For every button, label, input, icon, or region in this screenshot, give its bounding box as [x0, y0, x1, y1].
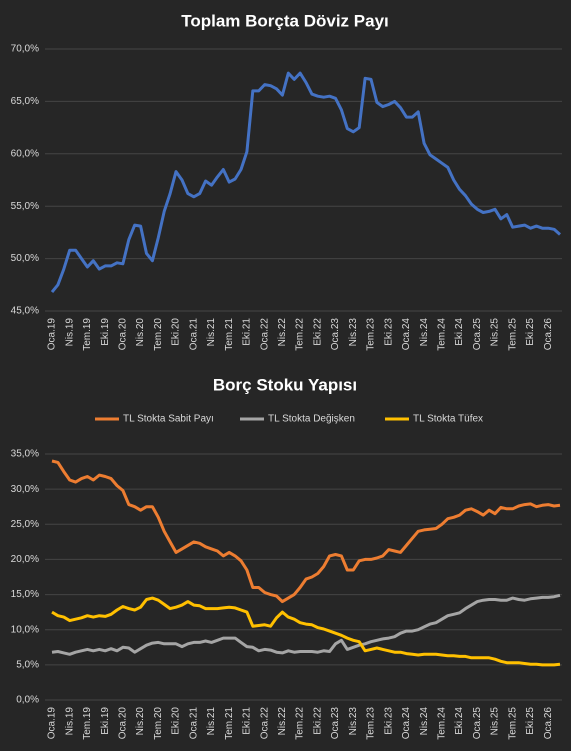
y-tick-label: 20,0%: [11, 554, 39, 565]
x-tick-label: Tem.19: [82, 707, 93, 740]
x-tick-label: Nis.21: [206, 707, 217, 736]
y-tick-label: 50,0%: [11, 253, 39, 264]
x-tick-label: Oca.19: [47, 318, 58, 351]
x-tick-label: Tem.22: [295, 707, 306, 740]
y-tick-label: 70,0%: [11, 44, 39, 55]
y-tick-label: 45,0%: [11, 306, 39, 317]
y-tick-label: 15,0%: [11, 589, 39, 600]
x-tick-label: Nis.24: [419, 318, 430, 347]
x-tick-label: Nis.24: [419, 707, 430, 736]
x-tick-label: Nis.23: [348, 318, 359, 347]
x-tick-label: Oca.20: [118, 707, 129, 740]
x-tick-label: Eki.25: [525, 318, 536, 346]
x-tick-label: Nis.21: [206, 318, 217, 347]
x-tick-label: Nis.25: [490, 318, 501, 347]
y-tick-label: 10,0%: [11, 624, 39, 635]
series-line: [51, 593, 561, 656]
x-tick-label: Tem.21: [224, 318, 235, 351]
chart-title: Borç Stoku Yapısı: [213, 375, 357, 394]
x-tick-label: Eki.20: [171, 318, 182, 346]
x-tick-label: Tem.20: [153, 318, 164, 351]
y-tick-label: 25,0%: [11, 519, 39, 530]
x-tick-label: Oca.24: [401, 318, 412, 351]
x-tick-label: Eki.24: [454, 707, 465, 735]
x-tick-label: Nis.22: [277, 707, 288, 736]
x-tick-label: Nis.20: [135, 318, 146, 347]
x-tick-label: Oca.23: [330, 707, 341, 740]
x-tick-label: Eki.20: [171, 707, 182, 735]
legend-label: TL Stokta Değişken: [268, 414, 355, 425]
x-tick-label: Oca.23: [330, 318, 341, 351]
x-tick-label: Tem.21: [224, 707, 235, 740]
x-tick-label: Eki.23: [383, 707, 394, 735]
x-tick-label: Eki.21: [242, 707, 253, 735]
chart-title: Toplam Borçta Döviz Payı: [181, 11, 389, 30]
x-tick-label: Oca.25: [472, 707, 483, 740]
x-tick-label: Eki.19: [100, 318, 111, 346]
x-tick-label: Tem.19: [82, 318, 93, 351]
x-tick-label: Nis.19: [64, 318, 75, 347]
y-tick-label: 60,0%: [11, 148, 39, 159]
y-tick-label: 30,0%: [11, 484, 39, 495]
x-tick-label: Oca.21: [188, 707, 199, 740]
x-tick-label: Oca.20: [118, 318, 129, 351]
x-tick-label: Oca.25: [472, 318, 483, 351]
x-tick-label: Tem.20: [153, 707, 164, 740]
x-tick-label: Oca.24: [401, 707, 412, 740]
x-tick-label: Oca.19: [47, 707, 58, 740]
x-tick-label: Oca.26: [543, 707, 554, 740]
x-tick-label: Eki.19: [100, 707, 111, 735]
x-tick-label: Oca.22: [259, 318, 270, 351]
x-tick-label: Nis.23: [348, 707, 359, 736]
x-tick-label: Tem.24: [437, 318, 448, 351]
x-tick-label: Tem.24: [437, 707, 448, 740]
y-tick-label: 0,0%: [16, 695, 39, 706]
x-tick-label: Oca.26: [543, 318, 554, 351]
x-tick-label: Tem.23: [366, 318, 377, 351]
x-tick-label: Tem.25: [507, 707, 518, 740]
series-line: [50, 71, 561, 294]
x-tick-label: Eki.23: [383, 318, 394, 346]
y-tick-label: 55,0%: [11, 201, 39, 212]
x-tick-label: Eki.25: [525, 707, 536, 735]
series-line: [51, 596, 561, 667]
x-tick-label: Eki.22: [312, 318, 323, 346]
series-line: [51, 459, 561, 604]
y-tick-label: 5,0%: [16, 659, 39, 670]
x-tick-label: Eki.21: [242, 318, 253, 346]
x-tick-label: Nis.22: [277, 318, 288, 347]
legend-label: TL Stokta Tüfex: [413, 414, 483, 425]
x-tick-label: Nis.20: [135, 707, 146, 736]
x-tick-label: Tem.23: [366, 707, 377, 740]
legend-label: TL Stokta Sabit Payı: [123, 414, 214, 425]
x-tick-label: Nis.25: [490, 707, 501, 736]
x-tick-label: Oca.22: [259, 707, 270, 740]
x-tick-label: Eki.24: [454, 318, 465, 346]
x-tick-label: Eki.22: [312, 707, 323, 735]
y-tick-label: 65,0%: [11, 96, 39, 107]
x-tick-label: Tem.22: [295, 318, 306, 351]
y-tick-label: 35,0%: [11, 449, 39, 460]
x-tick-label: Tem.25: [507, 318, 518, 351]
x-tick-label: Nis.19: [64, 707, 75, 736]
x-tick-label: Oca.21: [188, 318, 199, 351]
